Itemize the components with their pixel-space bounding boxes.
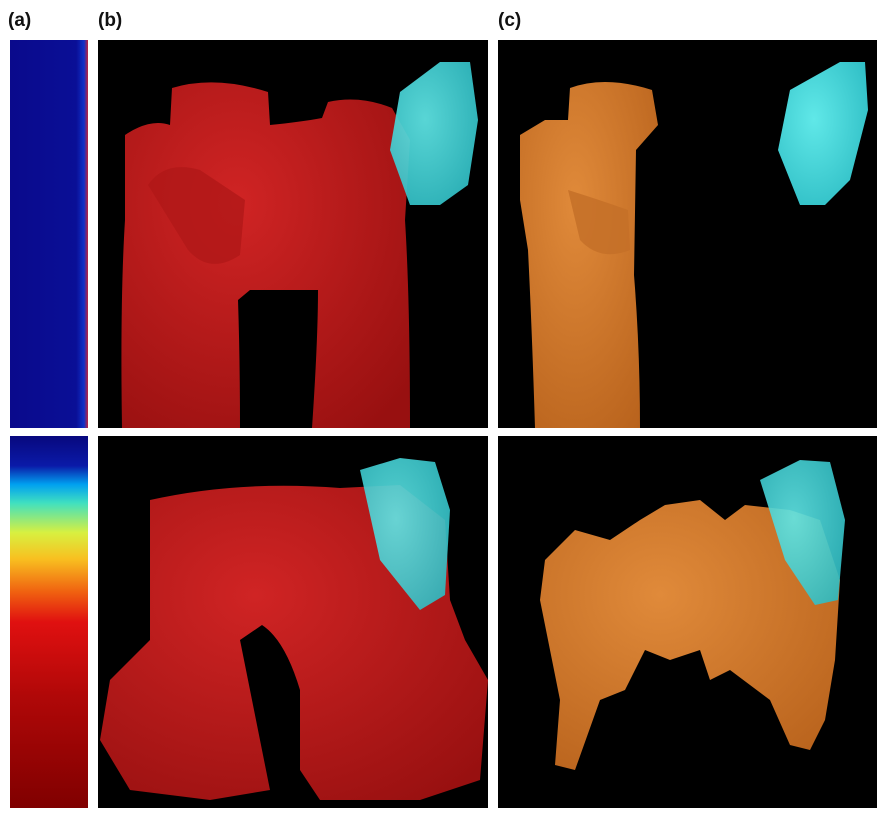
- figure: (a) (b) (c): [0, 0, 877, 819]
- panel-label: (a): [8, 10, 31, 31]
- render-view: [498, 436, 877, 808]
- color-strip: [10, 40, 88, 428]
- color-strip: [10, 436, 88, 808]
- render-view: [98, 436, 488, 808]
- page: (a) (b) (c) (() => { const data = JSON.p…: [0, 0, 877, 819]
- render-view: [498, 40, 877, 428]
- panel-label: (b): [98, 10, 122, 31]
- render-view: [98, 40, 488, 428]
- panel-label: (c): [498, 10, 521, 31]
